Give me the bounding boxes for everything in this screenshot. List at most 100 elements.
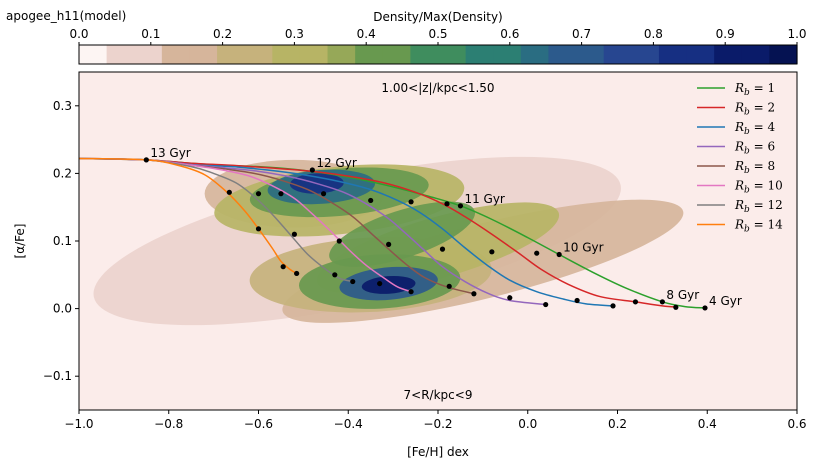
y-axis-ticks: −0.1 0.0 0.1 0.2 0.3 bbox=[43, 99, 79, 383]
x-tick-label: 0.4 bbox=[698, 417, 717, 431]
age-marker bbox=[386, 241, 392, 247]
age-marker bbox=[408, 199, 414, 205]
age-marker bbox=[574, 297, 580, 304]
colorbar-step bbox=[658, 45, 688, 64]
age-marker bbox=[543, 301, 549, 308]
colorbar-step bbox=[272, 45, 301, 64]
age-markers bbox=[143, 157, 708, 311]
r-range-annotation: 7<R/kpc<9 bbox=[404, 388, 473, 402]
colorbar-tick-marks bbox=[78, 42, 798, 45]
colorbar-step bbox=[410, 45, 439, 64]
colorbar-tick-label: 0.2 bbox=[213, 27, 232, 41]
y-tick-label: 0.2 bbox=[53, 166, 72, 180]
colorbar-step bbox=[79, 45, 108, 64]
age-marker bbox=[632, 299, 639, 305]
age-marker bbox=[457, 203, 464, 209]
colorbar-tick-label: 0.9 bbox=[716, 27, 735, 41]
z-range-annotation: 1.00<|z|/kpc<1.50 bbox=[381, 81, 494, 95]
legend-entry: Rb = 12 bbox=[734, 198, 783, 215]
series-line bbox=[79, 157, 679, 308]
age-marker bbox=[446, 283, 452, 289]
colorbar-step bbox=[520, 45, 550, 64]
figure-corner-title: apogee_h11(model) bbox=[6, 9, 126, 23]
colorbar-step bbox=[686, 45, 715, 64]
age-marker bbox=[673, 304, 679, 310]
age-marker bbox=[556, 251, 562, 258]
age-label: 11 Gyr bbox=[464, 192, 504, 206]
age-marker bbox=[309, 167, 315, 173]
colorbar-step bbox=[769, 45, 798, 64]
legend-entry: Rb = 14 bbox=[734, 218, 783, 235]
age-label: 12 Gyr bbox=[316, 156, 356, 170]
age-marker bbox=[143, 157, 149, 163]
x-tick-label: −0.4 bbox=[334, 417, 363, 431]
colorbar-step bbox=[382, 45, 411, 64]
colorbar-step bbox=[299, 45, 329, 64]
age-marker bbox=[610, 303, 616, 309]
age-marker bbox=[507, 295, 513, 301]
x-tick-label: −1.0 bbox=[64, 417, 93, 431]
legend-entry: Rb = 2 bbox=[734, 101, 775, 118]
colorbar-step bbox=[217, 45, 246, 64]
y-tick-label: 0.1 bbox=[53, 234, 72, 248]
age-marker bbox=[336, 238, 342, 244]
age-marker bbox=[534, 250, 540, 256]
age-marker bbox=[702, 305, 708, 311]
age-label: 10 Gyr bbox=[563, 241, 603, 255]
model-curves bbox=[79, 157, 706, 309]
x-tick-label: 0.6 bbox=[787, 417, 806, 431]
colorbar-step bbox=[603, 45, 632, 64]
colorbar-tick-label: 0.3 bbox=[285, 27, 304, 41]
age-labels: 13 Gyr 12 Gyr 11 Gyr 10 Gyr 8 Gyr 4 Gyr bbox=[150, 146, 742, 308]
age-marker bbox=[471, 291, 477, 297]
age-marker bbox=[489, 249, 495, 255]
series-line bbox=[79, 157, 614, 307]
age-marker bbox=[439, 246, 446, 252]
colorbar-step bbox=[631, 45, 660, 64]
age-marker bbox=[659, 299, 665, 305]
density-region bbox=[329, 201, 476, 267]
age-label: 8 Gyr bbox=[666, 288, 699, 302]
age-label: 4 Gyr bbox=[709, 294, 742, 308]
colorbar-step bbox=[548, 45, 577, 64]
y-tick-label: 0.3 bbox=[53, 99, 72, 113]
series-line bbox=[79, 157, 353, 283]
colorbar-step bbox=[576, 45, 605, 64]
colorbar-tick-label: 1.0 bbox=[787, 27, 806, 41]
age-marker bbox=[226, 189, 232, 195]
colorbar-label: Density/Max(Density) bbox=[373, 10, 502, 24]
colorbar-step bbox=[741, 45, 770, 64]
series-line bbox=[79, 157, 298, 275]
legend-entry: Rb = 4 bbox=[734, 120, 775, 137]
colorbar-tick-label: 0.0 bbox=[69, 27, 88, 41]
colorbar-step bbox=[134, 45, 163, 64]
colorbar-tick-label: 0.6 bbox=[500, 27, 519, 41]
colorbar-tick-label: 0.8 bbox=[644, 27, 663, 41]
series-line bbox=[79, 157, 412, 293]
x-axis-label: [Fe/H] dex bbox=[407, 445, 469, 459]
age-marker bbox=[278, 191, 284, 197]
age-marker bbox=[255, 191, 262, 197]
age-marker bbox=[291, 231, 297, 237]
age-marker bbox=[368, 197, 374, 204]
colorbar: Density/Max(Density) 0.0 0.1 0.2 0.3 0.4 0.5 0… bbox=[69, 10, 807, 65]
colorbar-step bbox=[327, 45, 356, 64]
x-axis-ticks: −1.0 −0.8 −0.6 −0.4 −0.2 0.0 0.2 0.4 0.6 bbox=[64, 410, 807, 431]
age-marker bbox=[350, 278, 356, 285]
legend-entry: Rb = 6 bbox=[734, 140, 775, 157]
x-tick-label: 0.0 bbox=[518, 417, 537, 431]
colorbar-step bbox=[465, 45, 494, 64]
colorbar-step bbox=[714, 45, 743, 64]
colorbar-tick-label: 0.1 bbox=[141, 27, 160, 41]
y-axis-label: [α/Fe] bbox=[13, 224, 27, 259]
x-tick-label: 0.2 bbox=[608, 417, 627, 431]
age-marker bbox=[280, 264, 286, 270]
colorbar-tick-label: 0.4 bbox=[357, 27, 376, 41]
age-label: 13 Gyr bbox=[150, 146, 190, 160]
x-tick-label: −0.8 bbox=[154, 417, 183, 431]
series-line bbox=[79, 157, 546, 306]
colorbar-step bbox=[106, 45, 135, 64]
age-marker bbox=[444, 201, 450, 207]
age-marker bbox=[320, 191, 327, 197]
